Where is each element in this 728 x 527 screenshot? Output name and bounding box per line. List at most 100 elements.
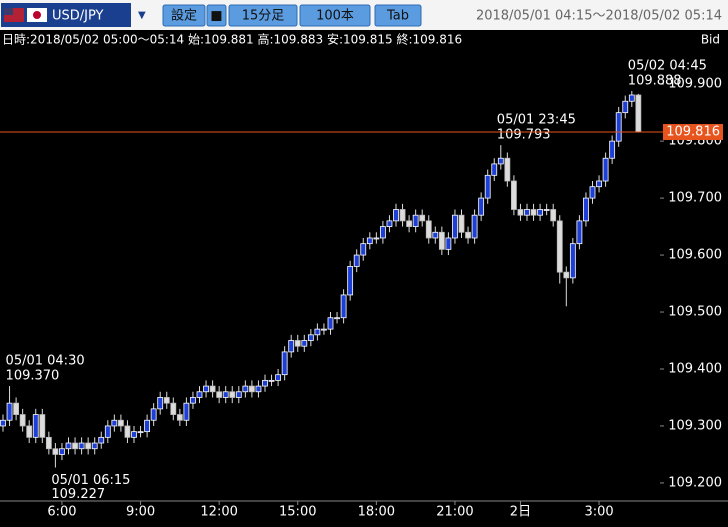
candle-body: [111, 419, 118, 427]
candle-body: [458, 214, 465, 233]
candle-body: [0, 419, 6, 427]
annotation-time: 05/01 23:45: [497, 113, 576, 128]
candle-body: [262, 379, 268, 387]
x-tick-label: 12:00: [200, 505, 237, 520]
toolbar-button[interactable]: [162, 4, 206, 27]
last-price-box: [663, 124, 723, 141]
candle-body: [32, 414, 39, 438]
candle-body: [452, 214, 458, 239]
candle-body: [275, 374, 282, 381]
candle-body: [248, 385, 255, 393]
annotation-value: 109.227: [51, 487, 105, 502]
toolbar-button[interactable]: [206, 4, 227, 27]
x-tick-label: 6:00: [47, 505, 76, 520]
toolbar-button[interactable]: [374, 4, 422, 27]
candle-body: [609, 140, 616, 159]
candle-body: [386, 220, 393, 227]
candle-body: [517, 209, 524, 216]
y-tick-label: 109.400: [668, 361, 722, 376]
candle-body: [373, 237, 380, 240]
candle-body: [85, 442, 92, 450]
candle-body: [550, 209, 557, 222]
candle-body: [379, 226, 386, 239]
y-tick-label: 109.200: [668, 475, 722, 490]
candle-body: [622, 100, 629, 114]
candle-body: [52, 448, 59, 455]
candle-body: [131, 431, 137, 438]
candle-body: [235, 391, 242, 398]
candle-body: [216, 391, 223, 398]
candle-body: [203, 385, 209, 393]
pair-label: USD/JPY: [52, 9, 104, 24]
candle-body: [510, 180, 517, 210]
candle-body: [65, 442, 72, 450]
candle-body: [13, 402, 20, 415]
candle-body: [163, 397, 170, 404]
candle-body: [628, 94, 635, 102]
candle-body: [602, 157, 609, 182]
toolbar-button-label: 100本: [316, 9, 354, 24]
candle-body: [347, 266, 354, 296]
toolbar-button-label: ■: [210, 9, 222, 24]
candle-body: [255, 385, 262, 393]
candle-body: [170, 402, 177, 415]
y-tick-label: 109.300: [668, 418, 722, 433]
x-tick-label: 9:00: [126, 505, 155, 520]
bid-label: Bid: [701, 33, 720, 47]
candle-body: [543, 209, 550, 211]
candle-body: [425, 220, 432, 239]
candle-body: [72, 442, 78, 450]
candle-body: [445, 237, 452, 250]
last-price-label: 109.816: [666, 125, 720, 140]
x-tick-label: 2日: [510, 505, 531, 520]
pair-dropdown[interactable]: ▼: [138, 10, 146, 21]
candle-body: [118, 419, 124, 427]
info-line: 日時:2018/05/02 05:00～05:14 始:109.881 高:10…: [2, 32, 462, 47]
candle-body: [196, 391, 203, 398]
candle-body: [393, 209, 399, 222]
candle-body: [491, 163, 498, 176]
candle-body: [321, 328, 327, 331]
candle-body: [504, 157, 511, 182]
candle-body: [556, 220, 563, 273]
y-tick-label: 109.900: [668, 77, 722, 92]
candle-body: [281, 351, 288, 376]
annotation-time: 05/01 06:15: [51, 473, 130, 488]
candle-body: [478, 197, 485, 216]
candle-body: [569, 243, 576, 279]
candle-body: [360, 243, 367, 256]
jp-flag-sun: [33, 11, 41, 19]
candle-body: [6, 402, 13, 421]
toolbar-button[interactable]: [228, 4, 298, 27]
annotation-time: 05/01 04:30: [6, 354, 85, 369]
candle-body: [176, 414, 183, 421]
candle-body: [150, 408, 157, 421]
candle-body: [19, 414, 26, 427]
candle-body: [596, 180, 602, 188]
plot: 109.200 109.300 109.400 109.500 109.600 109.7…: [0, 59, 723, 520]
candle-body: [45, 436, 52, 450]
toolbar-button[interactable]: [299, 4, 371, 27]
candle-body: [576, 220, 583, 245]
annotation-value: 109.370: [6, 369, 60, 384]
candle-body: [157, 397, 164, 410]
toolbar-button-label: 設定: [171, 8, 197, 24]
candle-body: [465, 231, 471, 239]
candle-body: [104, 425, 111, 438]
candle-body: [484, 174, 491, 199]
candle-body: [288, 340, 295, 353]
annotation-value: 109.793: [497, 128, 551, 143]
y-tick-label: 109.700: [668, 191, 722, 206]
y-tick-label: 109.500: [668, 305, 722, 320]
candle-body: [406, 220, 413, 227]
annotation-value: 109.888: [628, 74, 682, 89]
candle-body: [314, 328, 321, 336]
candle-body: [137, 431, 144, 434]
candle-body: [530, 209, 537, 216]
candle-body: [183, 402, 190, 421]
candle-body: [615, 112, 622, 142]
candle-body: [497, 157, 504, 165]
candle-body: [242, 385, 249, 393]
toolbar-button-label: 15分足: [242, 9, 285, 24]
